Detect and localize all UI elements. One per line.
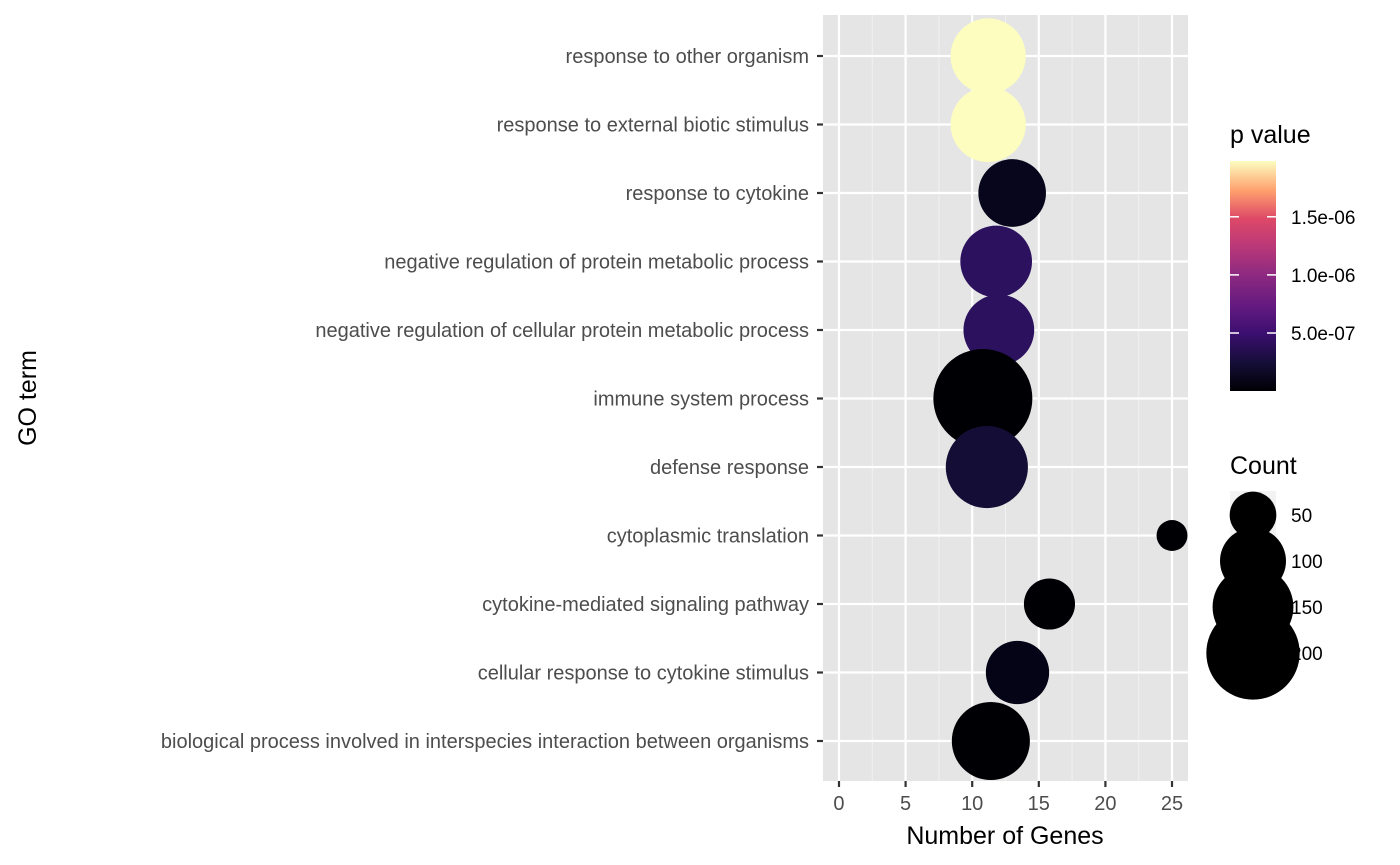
data-point [950, 18, 1026, 94]
x-axis: 0 5 10 15 20 25 [833, 781, 1183, 815]
x-tick-label: 25 [1161, 793, 1183, 815]
y-tick-label: cellular response to cytokine stimulus [478, 663, 809, 685]
size-legend-label: 150 [1291, 598, 1323, 619]
data-point [978, 159, 1046, 227]
x-tick-label: 0 [833, 793, 844, 815]
data-point [960, 225, 1033, 298]
y-tick-label: response to external biotic stimulus [497, 115, 809, 137]
data-point [945, 425, 1028, 509]
color-legend-ticks: 5.0e-07 1.0e-06 1.5e-06 [1230, 208, 1355, 345]
y-tick-label: immune system process [593, 389, 809, 411]
y-axis: response to other organism response to ex… [161, 46, 823, 753]
data-point [950, 86, 1026, 163]
x-tick-label: 20 [1094, 793, 1116, 815]
color-legend-bar [1230, 161, 1276, 391]
data-point [933, 349, 1033, 448]
size-legend-label: 50 [1291, 506, 1312, 527]
y-axis-title: GO term [14, 350, 42, 446]
size-legend-symbol [1229, 491, 1277, 539]
size-legend-entries: 50 100 150 200 [1206, 491, 1323, 700]
y-tick-label: defense response [650, 457, 809, 479]
y-tick-label: response to other organism [566, 46, 809, 68]
color-legend-label: 1.5e-06 [1291, 208, 1355, 229]
y-tick-label: negative regulation of cellular protein … [315, 320, 809, 342]
size-legend-title: Count [1230, 452, 1297, 480]
color-legend: p value 5.0e-07 1.0e-06 1.5e-06 [1230, 121, 1355, 391]
data-point [985, 640, 1050, 705]
y-tick-label: negative regulation of protein metabolic… [384, 252, 809, 274]
y-tick-label: response to cytokine [626, 183, 809, 205]
data-point [1023, 578, 1076, 630]
data-point [951, 701, 1030, 781]
x-tick-label: 10 [961, 793, 983, 815]
size-legend: Count 50 100 150 200 [1206, 452, 1323, 700]
y-tick-label: cytoplasmic translation [607, 526, 809, 548]
color-legend-label: 5.0e-07 [1291, 324, 1355, 345]
y-tick-label: cytokine-mediated signaling pathway [482, 594, 809, 616]
color-legend-label: 1.0e-06 [1291, 266, 1355, 287]
size-legend-label: 200 [1291, 644, 1323, 665]
data-points [933, 18, 1188, 781]
data-point [1156, 520, 1188, 551]
x-tick-label: 15 [1028, 793, 1050, 815]
data-point [963, 294, 1035, 366]
size-legend-symbol [1206, 606, 1300, 700]
color-legend-title: p value [1230, 121, 1311, 149]
x-axis-title: Number of Genes [906, 822, 1103, 850]
x-tick-label: 5 [900, 793, 911, 815]
size-legend-label: 100 [1291, 552, 1323, 573]
y-tick-label: biological process involved in interspec… [161, 731, 809, 753]
